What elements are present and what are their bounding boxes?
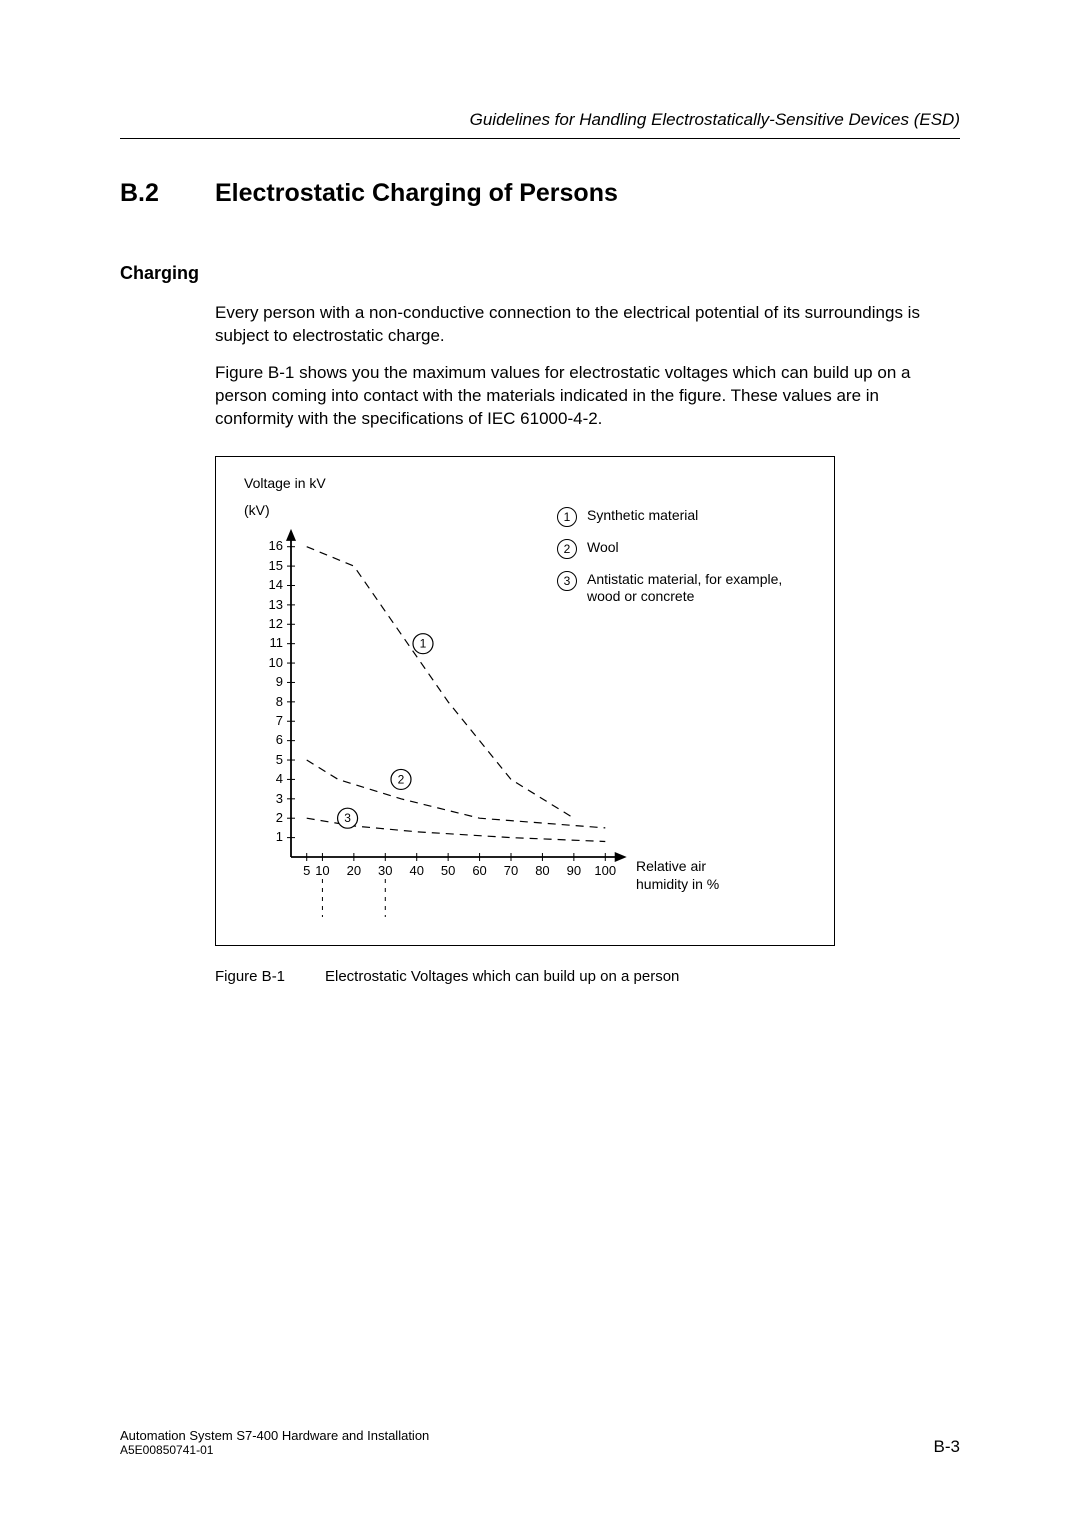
- body-block: Every person with a non-conductive conne…: [215, 302, 960, 985]
- section-number: B.2: [120, 179, 215, 208]
- y-tick: 13: [261, 597, 283, 612]
- paragraph-1: Every person with a non-conductive conne…: [215, 302, 960, 348]
- x-axis-label: Relative airhumidity in %: [636, 857, 719, 893]
- y-tick: 15: [261, 558, 283, 573]
- x-tick: 80: [530, 863, 554, 878]
- legend-marker-icon: 2: [557, 539, 577, 559]
- footer-line1: Automation System S7-400 Hardware and In…: [120, 1428, 960, 1443]
- x-tick: 100: [593, 863, 617, 878]
- figure-frame: Voltage in kV (kV) 123 16151413121110987…: [215, 456, 835, 946]
- figure-caption-label: Figure B-1: [215, 968, 325, 985]
- page-footer: Automation System S7-400 Hardware and In…: [120, 1428, 960, 1457]
- legend-item-3: 3 Antistatic material, for example, wood …: [557, 571, 807, 606]
- x-tick: 90: [562, 863, 586, 878]
- paragraph-2: Figure B-1 shows you the maximum values …: [215, 362, 960, 431]
- y-tick: 1: [261, 829, 283, 844]
- y-tick: 9: [261, 674, 283, 689]
- y-tick: 2: [261, 810, 283, 825]
- y-tick: 5: [261, 752, 283, 767]
- legend-marker-icon: 3: [557, 571, 577, 591]
- y-tick: 14: [261, 577, 283, 592]
- y-tick: 7: [261, 713, 283, 728]
- x-axis-label-line1: Relative air: [636, 857, 719, 875]
- legend-label: Wool: [587, 539, 619, 557]
- figure-caption-text: Electrostatic Voltages which can build u…: [325, 968, 679, 985]
- x-tick: 30: [373, 863, 397, 878]
- x-tick: 70: [499, 863, 523, 878]
- x-tick: 10: [310, 863, 334, 878]
- y-tick: 10: [261, 655, 283, 670]
- y-tick: 3: [261, 791, 283, 806]
- svg-text:1: 1: [420, 636, 427, 650]
- figure-caption: Figure B-1Electrostatic Voltages which c…: [215, 968, 960, 985]
- svg-text:2: 2: [398, 772, 405, 786]
- y-tick: 8: [261, 694, 283, 709]
- legend-label: Synthetic material: [587, 507, 698, 525]
- svg-text:3: 3: [344, 811, 351, 825]
- legend-label: Antistatic material, for example, wood o…: [587, 571, 797, 606]
- y-tick: 4: [261, 771, 283, 786]
- x-axis-label-line2: humidity in %: [636, 875, 719, 893]
- footer-line2: A5E00850741-01: [120, 1443, 960, 1457]
- y-tick: 12: [261, 616, 283, 631]
- page-number: B-3: [934, 1437, 960, 1457]
- legend-item-2: 2 Wool: [557, 539, 807, 559]
- legend-item-1: 1 Synthetic material: [557, 507, 807, 527]
- x-tick: 50: [436, 863, 460, 878]
- running-header: Guidelines for Handling Electrostaticall…: [120, 110, 960, 139]
- y-tick: 11: [261, 635, 283, 650]
- x-tick: 60: [468, 863, 492, 878]
- x-tick: 40: [405, 863, 429, 878]
- x-tick: 20: [342, 863, 366, 878]
- section-heading: B.2Electrostatic Charging of Persons: [120, 179, 960, 208]
- y-tick: 6: [261, 732, 283, 747]
- y-tick: 16: [261, 538, 283, 553]
- section-title: Electrostatic Charging of Persons: [215, 179, 618, 207]
- legend-marker-icon: 1: [557, 507, 577, 527]
- subheading-charging: Charging: [120, 263, 960, 284]
